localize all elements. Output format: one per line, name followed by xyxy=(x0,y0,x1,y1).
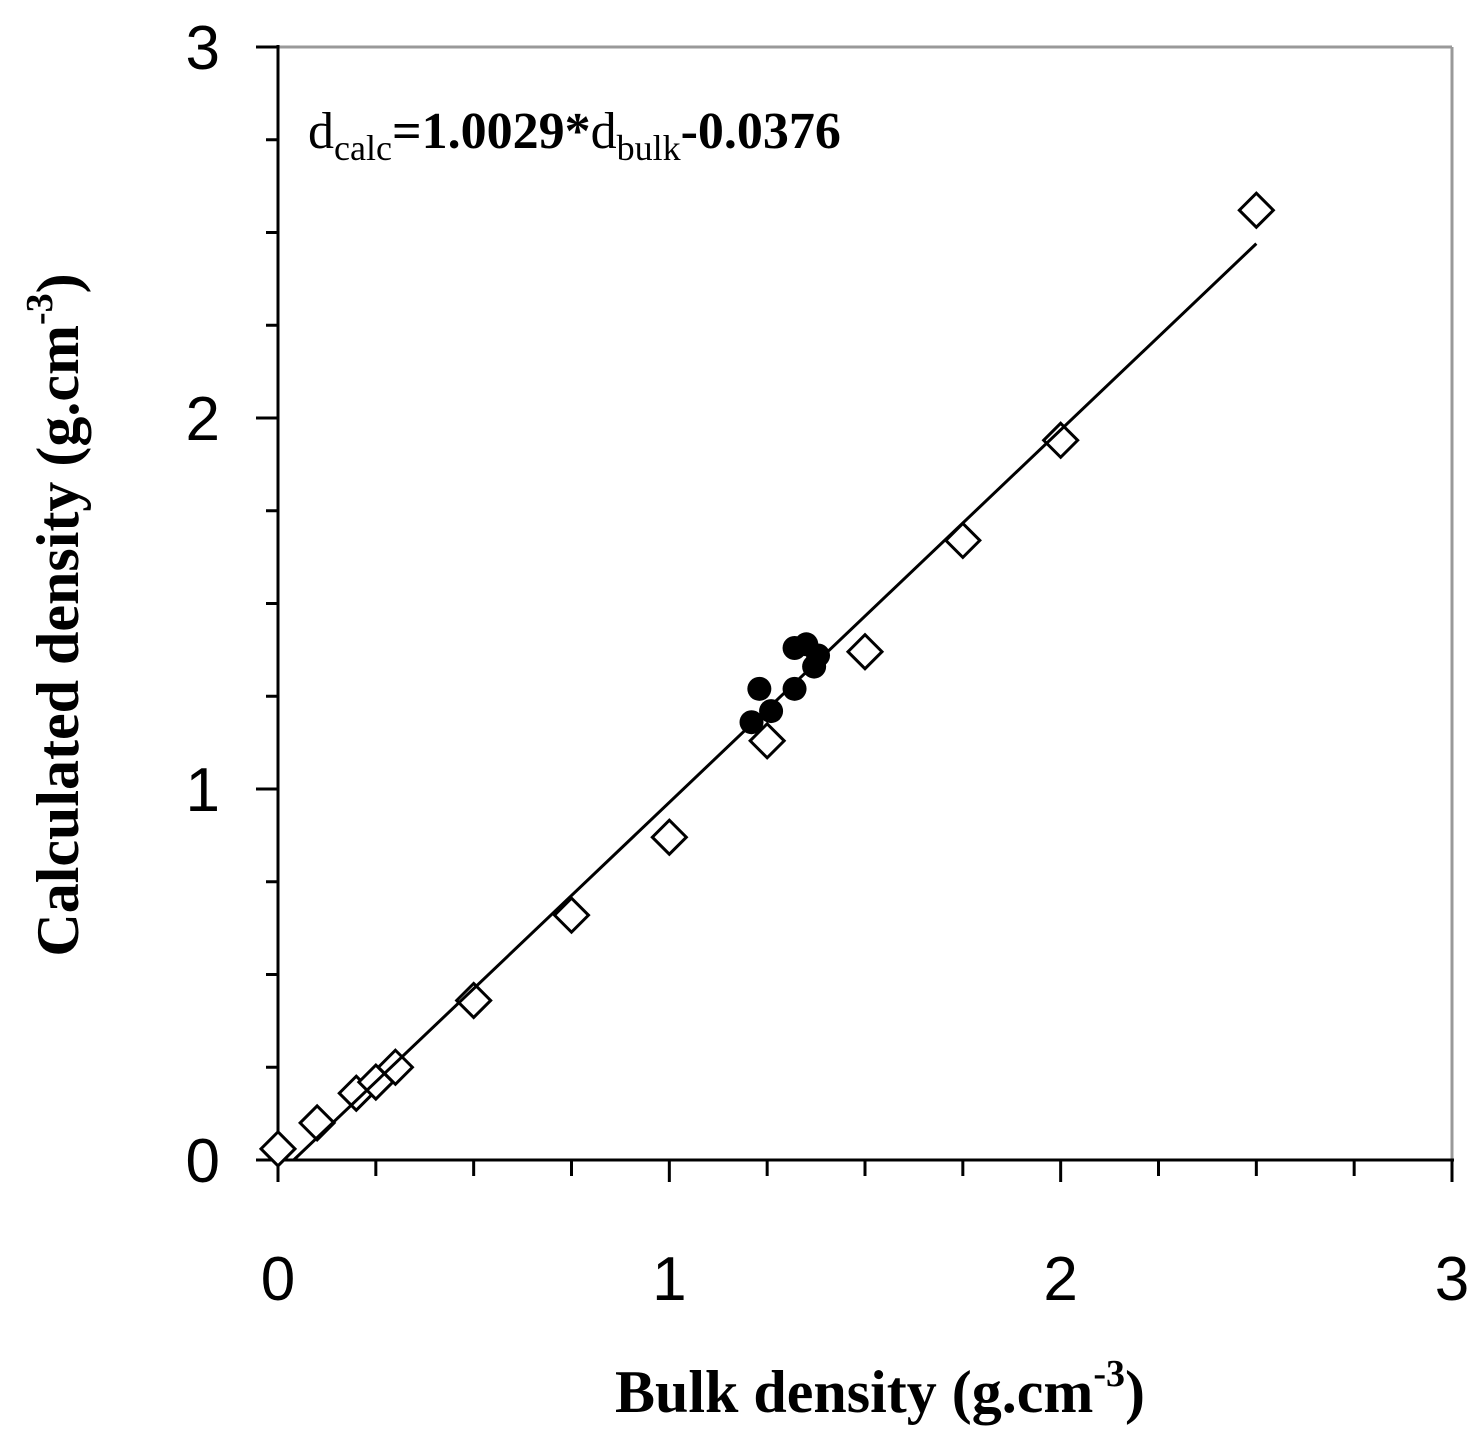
eq-part: d xyxy=(308,103,334,160)
diamond-point xyxy=(748,721,787,760)
diamond-point xyxy=(552,896,591,935)
diamond-point xyxy=(376,1048,415,1087)
x-tick-label: 0 xyxy=(261,1245,295,1314)
circle-point xyxy=(759,699,784,724)
diamond-point xyxy=(1237,191,1276,230)
label-part: Bulk density (g.cm xyxy=(615,1359,1093,1425)
x-tick-label: 3 xyxy=(1435,1245,1469,1314)
circle-point xyxy=(747,676,772,701)
label-part: ) xyxy=(1125,1359,1145,1425)
y-tick-label: 3 xyxy=(186,14,220,83)
label-sup: -3 xyxy=(19,293,61,325)
fit-line xyxy=(292,242,1258,1162)
y-tick-label: 0 xyxy=(186,1127,220,1196)
diamond-point xyxy=(650,818,689,857)
diamond-point xyxy=(298,1103,337,1143)
label-sup: -3 xyxy=(1093,1353,1125,1395)
equation: dcalc=1.0029*dbulk-0.0376 xyxy=(308,103,841,168)
eq-sub: calc xyxy=(334,128,392,168)
y-axis-label: Calculated density (g.cm-3) xyxy=(19,273,91,956)
diamond-point xyxy=(258,1129,298,1168)
label-part: Calculated density (g.cm xyxy=(25,325,91,957)
diamond-point xyxy=(454,981,493,1020)
diamond-point xyxy=(943,521,982,560)
diamond-point xyxy=(1041,421,1080,460)
eq-part: =1.0029* xyxy=(392,103,591,160)
x-tick-label: 2 xyxy=(1043,1245,1077,1314)
y-tick-label: 1 xyxy=(186,756,220,825)
circle-point xyxy=(806,643,831,668)
x-tick-label: 1 xyxy=(652,1245,686,1314)
y-tick-label: 2 xyxy=(186,385,220,454)
eq-part: -0.0376 xyxy=(681,103,841,160)
eq-sub: bulk xyxy=(617,128,681,168)
label-part: ) xyxy=(25,273,91,293)
diamond-point xyxy=(845,632,885,671)
x-axis-label: Bulk density (g.cm-3) xyxy=(615,1353,1145,1425)
eq-part: d xyxy=(591,103,617,160)
circle-point xyxy=(782,676,807,701)
